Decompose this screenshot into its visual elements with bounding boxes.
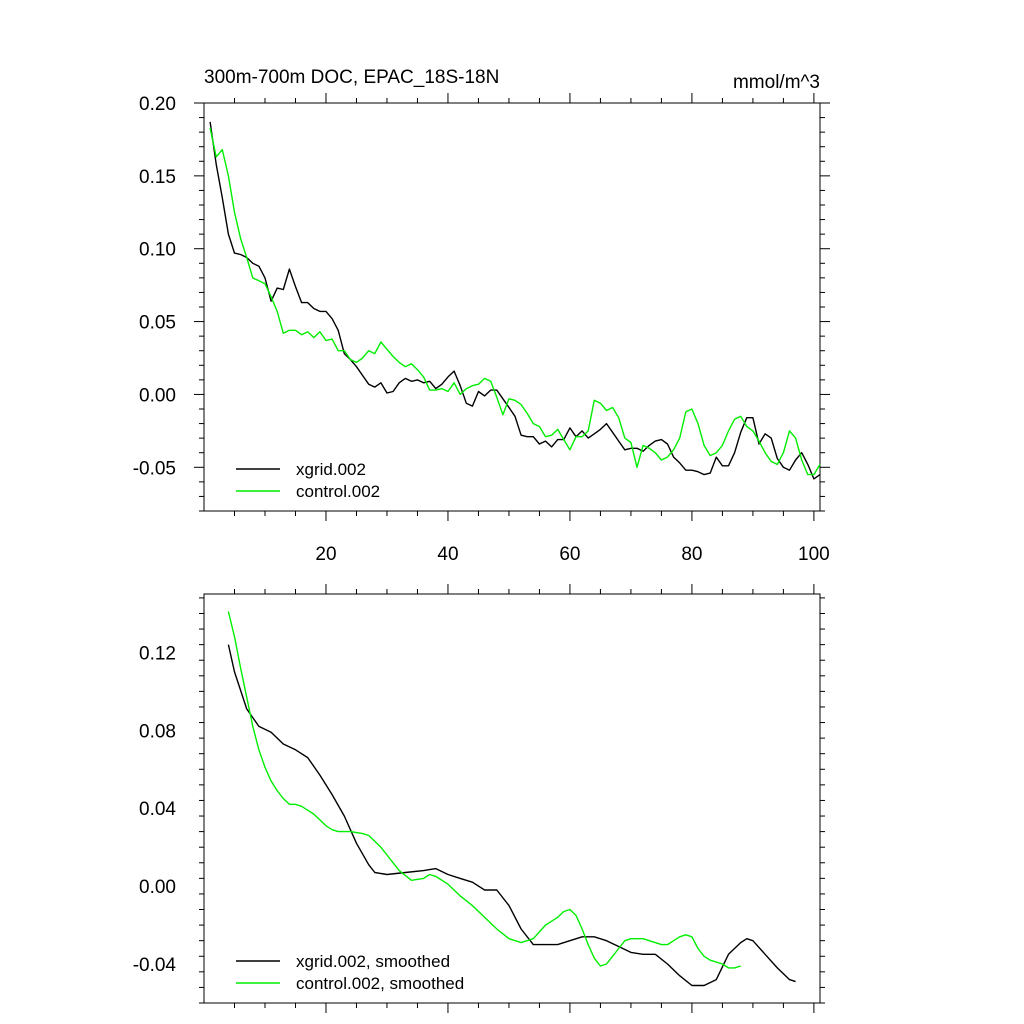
series-line-xgrid: [209, 121, 821, 480]
legend-label: xgrid.002, smoothed: [296, 952, 450, 971]
units-label: mmol/m^3: [733, 72, 820, 93]
legend-label: control.002, smoothed: [296, 974, 464, 993]
y-tick-label: 0.00: [139, 877, 176, 898]
y-tick-label: 0.20: [139, 94, 176, 115]
plot-frame: [203, 593, 821, 1004]
y-tick-label: -0.04: [133, 955, 177, 976]
x-tick-label: 80: [681, 544, 702, 565]
x-tick-label: 100: [798, 544, 830, 565]
x-tick-label: 20: [315, 544, 336, 565]
x-tick-label: 40: [437, 544, 458, 565]
y-tick-label: -0.05: [133, 458, 176, 479]
top-chart-panel: 20 40 60 80 100 0.20 0.15 0.10 0.05 0.00 -0.05 300m…: [133, 67, 830, 565]
y-tick-label: 0.12: [139, 643, 176, 664]
y-tick-label: 0.08: [139, 721, 176, 742]
y-tick-label: 0.15: [139, 167, 176, 188]
series-line-control: [227, 611, 741, 969]
y-tick-label: 0.00: [139, 385, 176, 406]
y-tick-label: 0.10: [139, 240, 176, 261]
series-line-xgrid: [227, 644, 796, 987]
legend-label: control.002: [296, 482, 380, 501]
x-tick-label: 60: [559, 544, 580, 565]
plot-frame: [203, 102, 821, 512]
y-tick-label: 0.04: [139, 799, 176, 820]
chart-title: 300m-700m DOC, EPAC_18S-18N: [204, 67, 499, 88]
legend-label: xgrid.002: [296, 460, 366, 479]
series-line-control: [209, 127, 821, 476]
y-tick-label: 0.05: [139, 313, 176, 334]
bottom-chart-panel: 0.12 0.08 0.04 0.00 -0.04 xgrid.002, smoothed…: [133, 584, 825, 1013]
